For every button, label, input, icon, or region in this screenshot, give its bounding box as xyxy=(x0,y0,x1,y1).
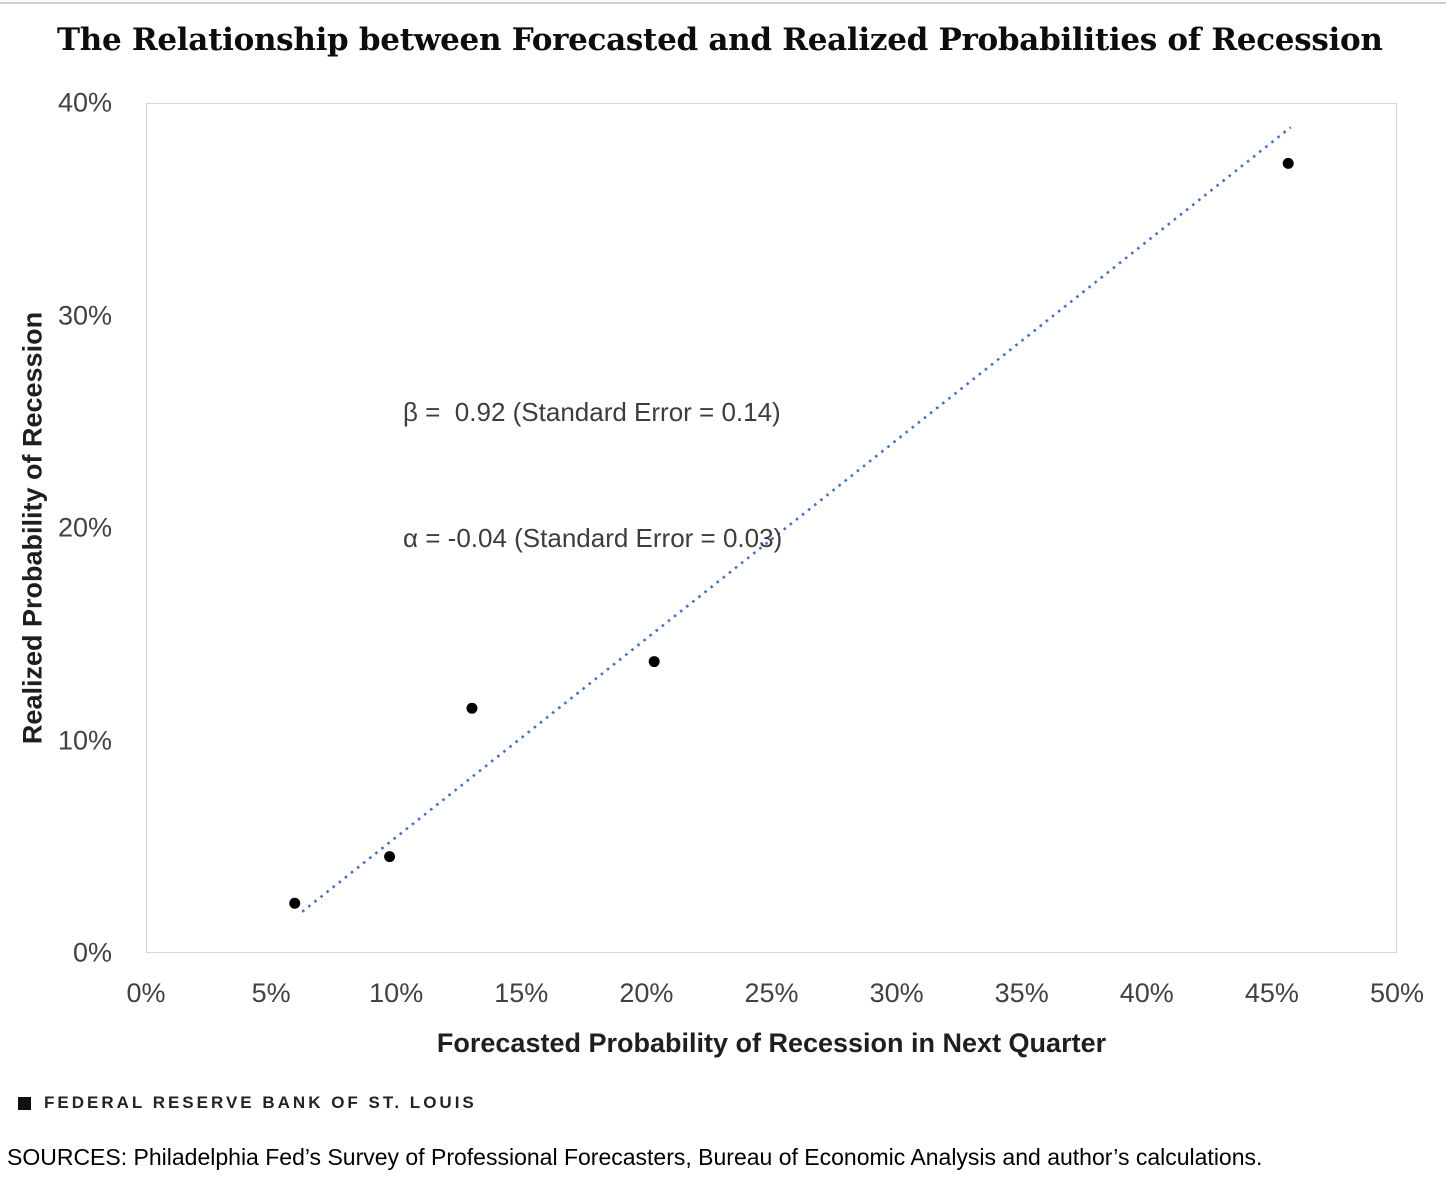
plot-area: β = 0.92 (Standard Error = 0.14) α = -0.… xyxy=(146,103,1397,953)
y-tick-label: 30% xyxy=(57,300,112,330)
y-axis-tick-labels: 0% 10% 20% 30% 40% xyxy=(0,88,118,968)
data-point xyxy=(289,897,301,909)
x-tick-label: 10% xyxy=(369,978,424,1008)
beta-annotation-line: β = 0.92 (Standard Error = 0.14) xyxy=(403,397,781,427)
x-tick-label: 0% xyxy=(126,978,166,1008)
alpha-annotation-line: α = -0.04 (Standard Error = 0.03) xyxy=(403,523,783,553)
x-tick-label: 15% xyxy=(494,978,549,1008)
x-tick-label: 40% xyxy=(1119,978,1174,1008)
regression-annotation: β = 0.92 (Standard Error = 0.14) α = -0.… xyxy=(403,307,782,643)
x-tick-label: 50% xyxy=(1369,978,1425,1008)
sources-note: SOURCES: Philadelphia Fed’s Survey of Pr… xyxy=(7,1144,1263,1170)
y-tick-label: 10% xyxy=(57,725,112,755)
x-tick-label: 30% xyxy=(869,978,924,1008)
y-tick-label: 40% xyxy=(57,87,112,118)
x-axis-title: Forecasted Probability of Recession in N… xyxy=(436,1028,1107,1058)
x-tick-label: 45% xyxy=(1244,978,1299,1008)
y-tick-label: 20% xyxy=(57,512,112,543)
data-point xyxy=(384,851,396,863)
chart-title: The Relationship between Forecasted and … xyxy=(57,22,1383,58)
fed-logo-text: FEDERAL RESERVE BANK OF ST. LOUIS xyxy=(44,1093,477,1112)
x-tick-label: 5% xyxy=(251,978,291,1008)
trendline xyxy=(301,126,1292,913)
scatter-plot xyxy=(289,126,1294,913)
data-point xyxy=(1282,157,1294,169)
data-point xyxy=(648,656,660,668)
data-point xyxy=(466,702,478,714)
y-tick-label: 0% xyxy=(72,937,112,968)
fed-logo-line: FEDERAL RESERVE BANK OF ST. LOUIS xyxy=(18,1093,477,1113)
x-tick-label: 35% xyxy=(994,978,1049,1008)
x-axis-tick-labels: 0% 5% 10% 15% 20% 25% 30% 35% 40% 45% 50% xyxy=(126,978,1424,1014)
top-divider-rule xyxy=(0,2,1446,4)
fed-logo-square-icon xyxy=(18,1096,31,1110)
x-tick-label: 25% xyxy=(744,978,799,1008)
x-tick-label: 20% xyxy=(619,978,674,1008)
